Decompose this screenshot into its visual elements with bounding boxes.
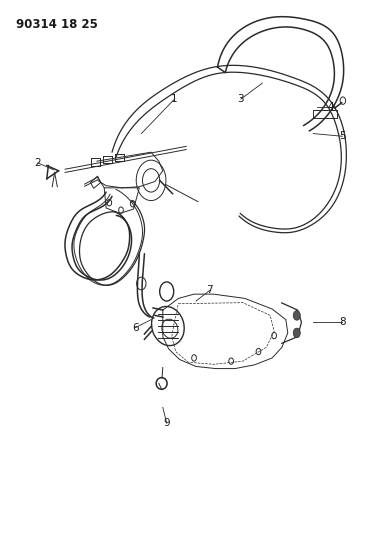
Text: 6: 6 (132, 322, 139, 333)
Circle shape (293, 311, 300, 320)
Text: 5: 5 (339, 131, 346, 141)
Circle shape (293, 328, 300, 338)
Text: 9: 9 (163, 418, 170, 429)
Text: 8: 8 (339, 317, 346, 327)
Text: 4: 4 (327, 102, 334, 112)
Text: 7: 7 (206, 286, 213, 295)
Text: 1: 1 (171, 94, 178, 104)
Text: 2: 2 (34, 158, 41, 168)
Circle shape (340, 97, 346, 104)
Text: 90314 18 25: 90314 18 25 (16, 18, 98, 31)
Text: 3: 3 (238, 94, 244, 104)
